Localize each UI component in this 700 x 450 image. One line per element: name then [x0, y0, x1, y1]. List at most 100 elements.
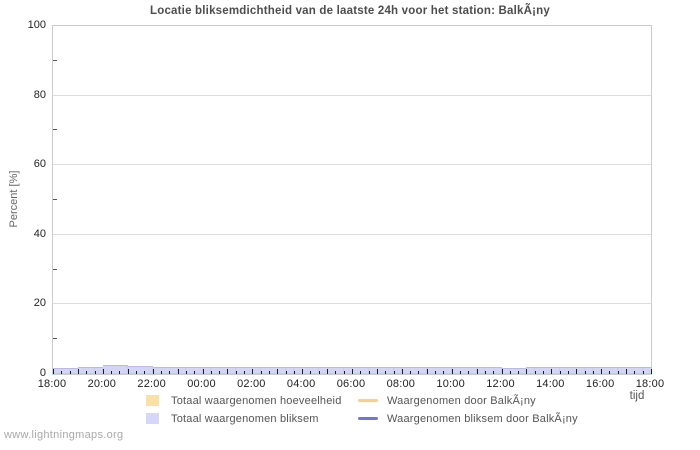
x-major-tick: [426, 369, 428, 374]
x-minor-tick: [169, 371, 171, 374]
area-bar: [235, 372, 245, 374]
x-major-tick: [401, 369, 403, 374]
area-bar: [127, 372, 137, 374]
x-tick-label: 04:00: [286, 378, 316, 390]
x-minor-tick: [435, 371, 437, 374]
area-bar: [111, 372, 121, 374]
area-bar: [493, 372, 503, 374]
area-swatch-icon: [146, 395, 159, 406]
x-minor-tick: [185, 371, 187, 374]
area-bar: [285, 372, 295, 374]
y-minor-tick: [53, 338, 57, 340]
x-axis-title: tijd: [629, 390, 645, 402]
x-minor-tick: [385, 371, 387, 374]
x-tick-label: 00:00: [187, 378, 216, 390]
x-minor-tick: [543, 371, 545, 374]
x-tick-label: 08:00: [386, 378, 416, 390]
x-tick-label: 22:00: [137, 378, 166, 390]
legend-label: Waargenomen bliksem door BalkÃ¡ny: [387, 412, 578, 425]
area-bar: [435, 372, 444, 374]
x-major-tick: [476, 369, 478, 374]
y-tick-label: 60: [33, 158, 46, 171]
x-minor-tick: [285, 371, 287, 374]
area-bar: [227, 372, 237, 374]
area-bar: [567, 372, 577, 374]
area-bar: [368, 372, 378, 374]
x-major-tick: [376, 369, 378, 374]
x-minor-tick: [484, 371, 486, 374]
x-minor-tick: [534, 371, 536, 374]
y-gridline: [53, 94, 651, 96]
area-bar: [144, 372, 154, 374]
area-bar: [584, 372, 594, 374]
legend-item-waargenomen-bliksem-door: Waargenomen bliksem door BalkÃ¡ny: [358, 411, 578, 426]
area-bar: [77, 372, 87, 374]
y-gridline: [53, 303, 651, 305]
area-bar: [534, 372, 544, 374]
area-bar: [119, 372, 129, 374]
area-bar: [609, 372, 619, 374]
x-tick-label: 14:00: [536, 378, 565, 390]
area-bar: [177, 372, 187, 374]
x-minor-tick: [567, 371, 569, 374]
y-minor-tick: [53, 129, 57, 131]
x-minor-tick: [609, 371, 611, 374]
x-minor-tick: [493, 371, 495, 374]
x-minor-tick: [318, 371, 320, 374]
area-bar: [252, 372, 262, 374]
x-minor-tick: [443, 371, 445, 374]
area-bar: [169, 372, 179, 374]
x-major-tick: [626, 369, 628, 374]
y-minor-tick: [53, 268, 57, 270]
area-bar: [617, 372, 627, 374]
area-bar: [160, 372, 170, 374]
x-minor-tick: [518, 371, 520, 374]
x-tick-label: 10:00: [436, 378, 465, 390]
x-minor-tick: [235, 371, 237, 374]
x-minor-tick: [310, 371, 312, 374]
y-tick-label: 80: [33, 88, 46, 101]
area-bar: [385, 372, 395, 374]
x-minor-tick: [210, 371, 212, 374]
x-minor-tick: [61, 371, 63, 374]
x-minor-tick: [509, 371, 511, 374]
x-minor-tick: [335, 371, 337, 374]
x-minor-tick: [144, 371, 146, 374]
watermark-link: www.lightningmaps.org: [4, 429, 124, 441]
area-bar: [277, 372, 287, 374]
legend-item-totaal-bliksem: Totaal waargenomen bliksem: [146, 411, 319, 426]
area-swatch-icon: [146, 413, 159, 424]
x-major-tick: [102, 369, 104, 374]
x-minor-tick: [69, 371, 71, 374]
plot-area: [52, 25, 652, 375]
x-major-tick: [277, 369, 279, 374]
x-minor-tick: [136, 371, 138, 374]
y-tick-label: 100: [27, 19, 46, 31]
x-major-tick: [227, 369, 229, 374]
area-bar: [509, 372, 519, 374]
area-bar: [551, 372, 561, 374]
area-bar: [310, 372, 320, 374]
x-major-tick: [501, 369, 503, 374]
area-bar: [210, 372, 220, 374]
area-bar: [360, 372, 370, 374]
area-bar: [343, 372, 353, 374]
x-minor-tick: [368, 371, 370, 374]
x-minor-tick: [160, 371, 162, 374]
x-major-tick: [53, 369, 54, 374]
area-bar: [152, 372, 162, 374]
area-bar: [410, 372, 420, 374]
x-minor-tick: [86, 371, 88, 374]
line-swatch-icon: [358, 399, 378, 402]
x-tick-label: 12:00: [486, 378, 515, 390]
x-minor-tick: [468, 371, 470, 374]
area-bar: [318, 372, 328, 374]
x-minor-tick: [559, 371, 561, 374]
x-minor-tick: [343, 371, 345, 374]
y-tick-label: 0: [39, 367, 46, 379]
x-tick-label: 20:00: [87, 378, 117, 390]
x-minor-tick: [268, 371, 270, 374]
x-major-tick: [451, 369, 453, 374]
x-major-tick: [127, 369, 129, 374]
